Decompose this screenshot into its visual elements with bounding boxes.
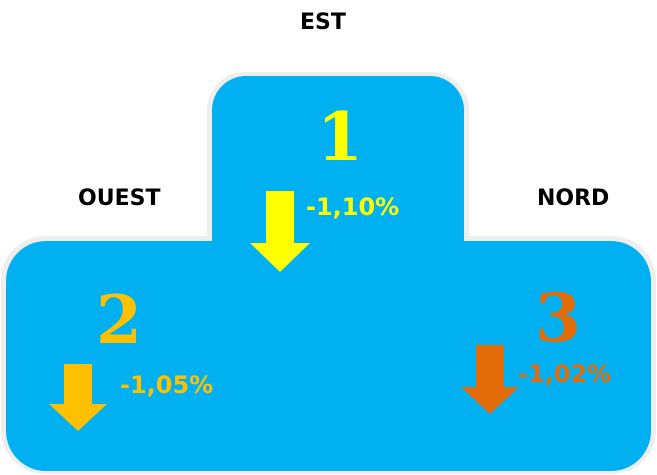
rank-second: 2 — [96, 281, 142, 359]
rank-third: 3 — [535, 279, 581, 357]
region-label-second: OUEST — [78, 186, 161, 211]
arrow-down-icon — [250, 191, 310, 272]
arrow-down-icon — [49, 364, 107, 431]
change-second: -1,05% — [120, 371, 214, 399]
change-third: -1,02% — [518, 360, 612, 388]
arrow-down-icon — [461, 345, 519, 414]
change-first: -1,10% — [306, 193, 400, 221]
region-label-first: EST — [300, 10, 346, 35]
rank-first: 1 — [317, 98, 363, 176]
region-label-third: NORD — [537, 186, 610, 211]
